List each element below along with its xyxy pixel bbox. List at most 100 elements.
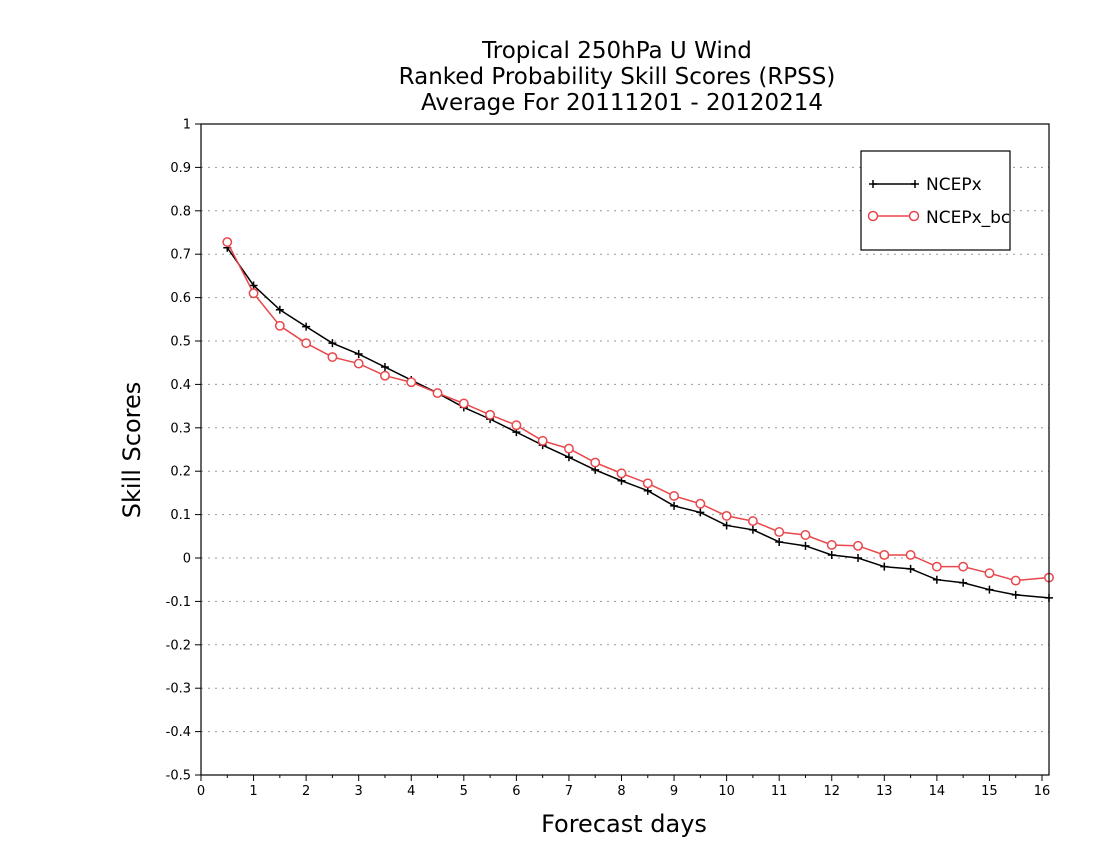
data-point-ncepx [827,550,836,559]
data-point-ncepx [380,363,389,372]
data-point-ncepx [670,501,679,510]
data-point-ncepx-bc [511,420,522,431]
data-point-ncepx-bc [905,550,916,560]
data-point-ncepx [880,562,889,571]
data-point-ncepx-bc [747,516,758,527]
data-point-ncepx-bc [537,435,548,446]
y-tick-label: 0.1 [170,508,191,523]
x-tick-label: 15 [981,784,998,799]
data-point-ncepx-bc [301,338,312,349]
x-tick-label: 10 [718,784,735,799]
y-tick-label: 0 [183,552,191,567]
data-point-ncepx [775,537,784,546]
tick-layer: -0.5 -0.4 -0.3 -0.2 -0.1 0 0.1 0.2 0.3 0.4 0.5 0.6 0… [166,118,1051,800]
series-layer [222,237,1054,602]
x-tick-label: 16 [1034,784,1051,799]
data-point-ncepx-bc [406,377,417,388]
x-tick-label: 11 [771,784,788,799]
data-point-ncepx [801,541,810,550]
x-tick-label: 0 [197,784,205,799]
data-point-ncepx [748,525,757,534]
data-point-ncepx-bc [879,550,890,560]
data-point-ncepx [275,305,284,314]
data-point-ncepx-bc [458,398,469,409]
data-point-ncepx-bc [353,358,364,369]
chart-title-line-2: Ranked Probability Skill Scores (RPSS) [399,64,836,90]
chart-title-line-1: Tropical 250hPa U Wind [481,38,752,64]
y-tick-label: -0.1 [166,595,191,610]
data-point-ncepx-bc [826,540,837,550]
series-line-ncepx-bc [226,241,1050,582]
plot-frame [200,123,1050,776]
y-tick-label: 0.8 [170,204,191,219]
legend: NCEPx NCEPx_bc [860,150,1011,251]
data-point-ncepx-bc [721,510,732,521]
data-point-ncepx-bc [931,561,942,572]
data-point-ncepx-bc [222,237,233,247]
data-point-ncepx [696,508,705,517]
y-tick-label: 0.2 [170,465,191,480]
x-axis-label: Forecast days [541,810,707,838]
x-tick-label: 5 [460,784,468,799]
y-tick-label: -0.3 [166,682,191,697]
data-point-ncepx-bc [327,352,338,363]
data-point-ncepx-bc [669,490,680,501]
x-tick-label: 6 [512,784,520,799]
legend-box [860,150,1011,251]
data-point-ncepx-bc [774,527,785,537]
x-tick-label: 8 [617,784,625,799]
x-tick-label: 12 [823,784,840,799]
y-tick-label: 0.4 [170,378,191,393]
data-point-ncepx-bc [485,409,496,420]
x-tick-label: 7 [565,784,573,799]
data-point-ncepx [854,554,863,562]
x-tick-label: 3 [355,784,363,799]
legend-marker-ncepx [869,180,919,188]
data-point-ncepx-bc [590,457,601,468]
data-point-ncepx-bc [695,498,706,509]
data-point-ncepx-bc [380,370,390,381]
data-point-ncepx [906,564,915,573]
data-point-ncepx [722,521,731,530]
x-tick-label: 4 [407,784,415,799]
data-point-ncepx [932,575,941,584]
y-tick-label: 0.3 [170,421,191,436]
data-point-ncepx-bc [432,388,443,399]
y-tick-label: 0.9 [170,161,191,176]
data-point-ncepx-bc [563,443,574,454]
data-point-ncepx-bc [248,288,259,299]
data-point-ncepx [354,350,363,359]
data-point-ncepx [328,339,337,348]
x-tick-label: 1 [249,784,257,799]
data-point-ncepx-bc [800,530,811,540]
data-point-ncepx [1011,590,1020,599]
data-point-ncepx [564,453,573,462]
data-point-ncepx [249,281,258,290]
y-tick-label: 0.6 [170,291,191,306]
data-point-ncepx-bc [984,568,995,579]
data-point-ncepx-bc [642,478,653,489]
chart-title-line-3: Average For 20111201 - 20120214 [421,90,823,116]
x-tick-label: 9 [670,784,678,799]
data-point-ncepx [302,322,311,331]
legend-label-ncepx-bc: NCEPx_bc [926,208,1010,228]
x-tick-label: 13 [876,784,893,799]
data-point-ncepx-bc [616,468,627,479]
legend-marker-ncepx-bc-a [867,210,879,222]
y-tick-label: 0.5 [170,335,191,350]
y-tick-label: 0.7 [170,248,191,263]
data-point-ncepx-bc [853,540,863,551]
y-tick-label: 1 [183,118,191,133]
legend-label-ncepx: NCEPx [926,175,982,195]
series-line-ncepx [226,247,1050,599]
legend-marker-ncepx-bc-b [908,210,920,222]
x-tick-label: 2 [302,784,310,799]
y-tick-label: -0.4 [166,725,191,740]
grid-layer [201,166,1049,733]
y-tick-label: -0.2 [166,638,191,653]
data-point-ncepx-bc [1010,575,1021,586]
y-axis-label: Skill Scores [118,382,146,519]
data-point-ncepx-bc [274,320,285,331]
